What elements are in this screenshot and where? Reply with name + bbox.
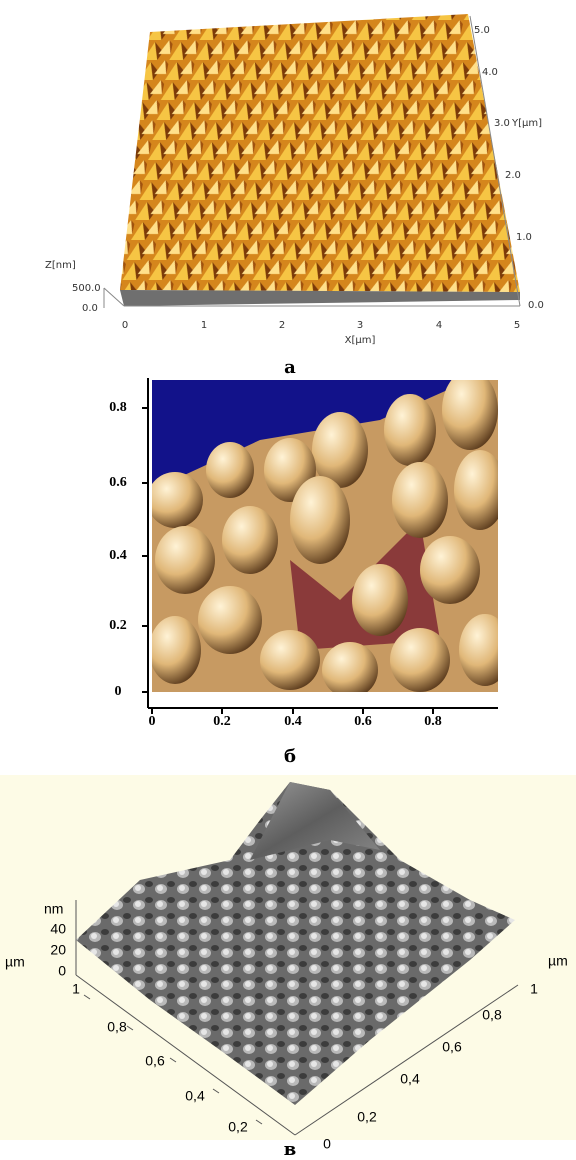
- y-tick-label: 4.0: [482, 67, 498, 78]
- y-tick-label: 5.0: [474, 25, 490, 36]
- y-tick-label: 2.0: [505, 170, 521, 181]
- left-tick-label: 0,8: [107, 1019, 127, 1035]
- z-axis-title: nm: [44, 901, 63, 917]
- y-tick-label: 0.6: [109, 475, 127, 490]
- x-tick-label: 0.6: [354, 714, 372, 729]
- x-tick-label: 4: [436, 320, 442, 331]
- x-tick-label: 2: [279, 320, 285, 331]
- left-axis-title: µm: [5, 954, 25, 970]
- right-axis-title: µm: [548, 953, 568, 969]
- z-axis-title: Z[nm]: [45, 260, 76, 271]
- left-tick-label: 0,4: [185, 1088, 205, 1104]
- left-tick-label: 0,2: [228, 1119, 248, 1135]
- panel-caption: а: [284, 357, 296, 378]
- right-tick-label: 1: [530, 981, 538, 997]
- x-tick-label: 0: [149, 714, 156, 729]
- x-tick-label: 0.8: [424, 714, 442, 729]
- right-tick-label: 0,6: [442, 1039, 462, 1055]
- y-tick-label: 0: [115, 684, 122, 699]
- z-tick-label: 0.0: [82, 303, 98, 314]
- y-tick-label: 1.0: [516, 232, 532, 243]
- panel-b: 0 0.2 0.4 0.6 0.8 0 0.2 0.4 0.6 0.8 б: [109, 370, 511, 767]
- surface-image: [147, 370, 511, 698]
- right-tick-label: 0,2: [357, 1109, 377, 1125]
- z-tick-label: 40: [50, 921, 66, 937]
- page: {"panels": [ {"label": "а", "z_axis": {"…: [0, 0, 576, 1160]
- x-tick-label: 1: [201, 320, 207, 331]
- x-tick-label: 0: [122, 320, 128, 331]
- left-tick-label: 1: [72, 981, 80, 997]
- right-tick-label: 0,4: [400, 1071, 420, 1087]
- y-tick-label: 0.2: [109, 618, 127, 633]
- y-tick-label: 0.8: [109, 400, 127, 415]
- z-tick-label: 0: [58, 963, 66, 979]
- surface-image: [120, 14, 520, 292]
- panel-caption: в: [284, 1139, 297, 1160]
- x-tick-label: 3: [357, 320, 363, 331]
- panel-caption: б: [284, 746, 296, 767]
- z-tick-label: 20: [50, 942, 66, 958]
- panel-a: Z[nm] 500.0 0.0 0 1 2 3 4 5 X[µm] 0.0 1.…: [45, 14, 544, 378]
- x-tick-label: 5: [514, 320, 520, 331]
- y-axis-title: Y[µm]: [511, 118, 542, 129]
- figure: Z[nm] 500.0 0.0 0 1 2 3 4 5 X[µm] 0.0 1.…: [0, 0, 576, 1160]
- x-tick-label: 0.4: [284, 714, 302, 729]
- y-tick-label: 3.0: [494, 118, 510, 129]
- left-tick-label: 0,6: [145, 1053, 165, 1069]
- x-tick-label: 0.2: [213, 714, 231, 729]
- surface-base: [120, 290, 520, 306]
- right-tick-label: 0,8: [482, 1007, 502, 1023]
- x-axis-title: X[µm]: [345, 335, 376, 346]
- y-tick-label: 0.0: [528, 300, 544, 311]
- panel-c: nm 0 20 40 µm 1 0,8 0,6 0,4 0,2 0 0,2 0,…: [0, 775, 576, 1160]
- y-tick-label: 0.4: [109, 548, 127, 563]
- right-tick-label: 0: [323, 1136, 331, 1152]
- z-tick-label: 500.0: [72, 283, 101, 294]
